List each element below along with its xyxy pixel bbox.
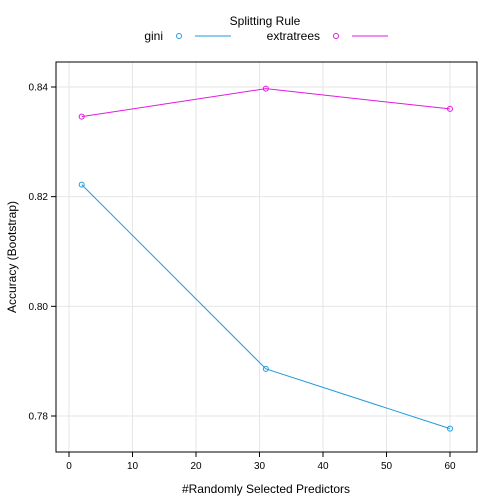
y-axis-ticks: 0.78 0.80 0.82 0.84 bbox=[29, 83, 56, 423]
gridlines bbox=[56, 62, 477, 452]
series-layer bbox=[78, 85, 453, 432]
x-tick-label: 50 bbox=[381, 461, 393, 472]
plot-panel-border bbox=[55, 61, 478, 453]
y-tick-label: 0.82 bbox=[29, 192, 49, 203]
data-point-gini bbox=[447, 425, 453, 432]
legend-marker-gini bbox=[176, 33, 182, 39]
x-tick-label: 0 bbox=[66, 461, 72, 472]
y-tick-label: 0.80 bbox=[29, 302, 49, 313]
legend-label-extratrees: extratrees bbox=[267, 29, 320, 43]
x-axis-label: #Randomly Selected Predictors bbox=[182, 482, 350, 496]
y-tick-label: 0.78 bbox=[29, 412, 49, 423]
x-tick-label: 20 bbox=[190, 461, 202, 472]
legend-marker-extratrees bbox=[333, 33, 339, 39]
data-point-gini bbox=[78, 181, 85, 188]
x-tick-label: 60 bbox=[444, 461, 456, 472]
legend-label-gini: gini bbox=[144, 29, 163, 43]
series-line-gini bbox=[81, 184, 451, 430]
data-point-extratrees bbox=[447, 105, 453, 112]
y-axis-label: Accuracy (Bootstrap) bbox=[5, 201, 19, 313]
legend-title: Splitting Rule bbox=[230, 14, 301, 28]
series-line-extratrees bbox=[81, 88, 451, 118]
data-point-gini bbox=[262, 365, 269, 372]
x-tick-label: 10 bbox=[127, 461, 139, 472]
x-axis-ticks: 0 10 20 30 40 50 60 bbox=[66, 452, 456, 472]
legend: Splitting Rule gini extratrees bbox=[144, 14, 388, 43]
x-tick-label: 40 bbox=[317, 461, 329, 472]
data-point-extratrees bbox=[262, 85, 269, 92]
data-point-extratrees bbox=[78, 113, 85, 120]
x-tick-label: 30 bbox=[254, 461, 266, 472]
y-tick-label: 0.84 bbox=[29, 83, 49, 94]
